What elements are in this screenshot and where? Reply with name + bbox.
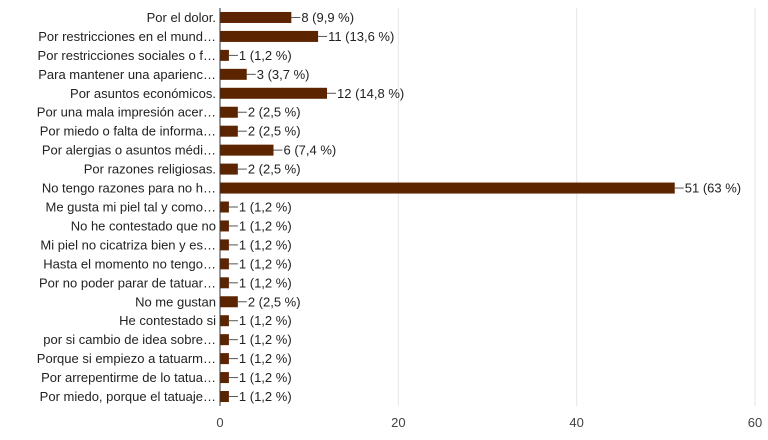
category-label: Por alergias o asuntos médi… (42, 143, 216, 158)
category-label: Mi piel no cicatriza bien y es… (40, 237, 216, 252)
value-label: 8 (9,9 %) (301, 10, 354, 25)
category-label: Por miedo o falta de informa… (40, 124, 216, 139)
value-label: 12 (14,8 %) (337, 86, 404, 101)
value-label: 1 (1,2 %) (239, 275, 292, 290)
category-label: Por razones religiosas. (84, 162, 216, 177)
category-label: Por restricciones sociales o f… (38, 48, 216, 63)
value-label: 2 (2,5 %) (248, 294, 301, 309)
bar (220, 296, 238, 308)
value-label: 6 (7,4 %) (284, 143, 337, 158)
bar (220, 391, 229, 403)
category-label: No me gustan (135, 294, 216, 309)
value-label: 51 (63 %) (685, 181, 741, 196)
bar (220, 11, 292, 23)
category-label: Por el dolor. (147, 10, 216, 25)
value-label: 2 (2,5 %) (248, 124, 301, 139)
category-label: No he contestado que no (71, 218, 216, 233)
bar (220, 239, 229, 251)
value-label: 2 (2,5 %) (248, 162, 301, 177)
value-label: 1 (1,2 %) (239, 48, 292, 63)
value-label: 1 (1,2 %) (239, 218, 292, 233)
value-label: 3 (3,7 %) (257, 67, 310, 82)
value-label: 1 (1,2 %) (239, 237, 292, 252)
category-label: Por una mala impresión acer… (37, 105, 216, 120)
bar (220, 125, 238, 137)
category-label: Me gusta mi piel tal y como… (45, 200, 216, 215)
value-label: 1 (1,2 %) (239, 200, 292, 215)
category-label: Para mantener una aparienc… (38, 67, 216, 82)
category-label: Por asuntos económicos. (70, 86, 216, 101)
value-label: 1 (1,2 %) (239, 389, 292, 404)
bar (220, 182, 675, 194)
x-tick-label: 20 (391, 415, 405, 430)
x-tick-label: 40 (569, 415, 583, 430)
bar (220, 372, 229, 384)
value-label: 2 (2,5 %) (248, 105, 301, 120)
value-label: 1 (1,2 %) (239, 256, 292, 271)
category-label: por si cambio de idea sobre… (43, 332, 216, 347)
value-label: 11 (13,6 %) (328, 29, 394, 44)
category-label: Por no poder parar de tatuar… (39, 275, 216, 290)
category-label: Porque si empiezo a tatuarm… (37, 351, 216, 366)
value-label: 1 (1,2 %) (239, 370, 292, 385)
bar (220, 201, 229, 213)
value-label: 1 (1,2 %) (239, 332, 292, 347)
bar (220, 334, 229, 346)
category-label: He contestado si (119, 313, 216, 328)
bar (220, 106, 238, 118)
category-label: Por restricciones en el mund… (38, 29, 216, 44)
bar (220, 220, 229, 232)
category-label: Hasta el momento no tengo… (43, 256, 216, 271)
x-tick-label: 60 (748, 415, 762, 430)
bar (220, 68, 247, 80)
category-label: No tengo razones para no h… (42, 181, 216, 196)
x-tick-label: 0 (216, 415, 223, 430)
bar (220, 163, 238, 175)
bar (220, 49, 229, 61)
category-label: Por miedo, porque el tatuaje… (40, 389, 216, 404)
bar (220, 258, 229, 270)
category-label: Por arrepentirme de lo tatua… (41, 370, 216, 385)
bar (220, 353, 229, 365)
bar (220, 87, 327, 99)
value-label: 1 (1,2 %) (239, 313, 292, 328)
bar (220, 277, 229, 289)
bar (220, 144, 274, 156)
bar (220, 30, 319, 42)
value-label: 1 (1,2 %) (239, 351, 292, 366)
bar (220, 315, 229, 327)
